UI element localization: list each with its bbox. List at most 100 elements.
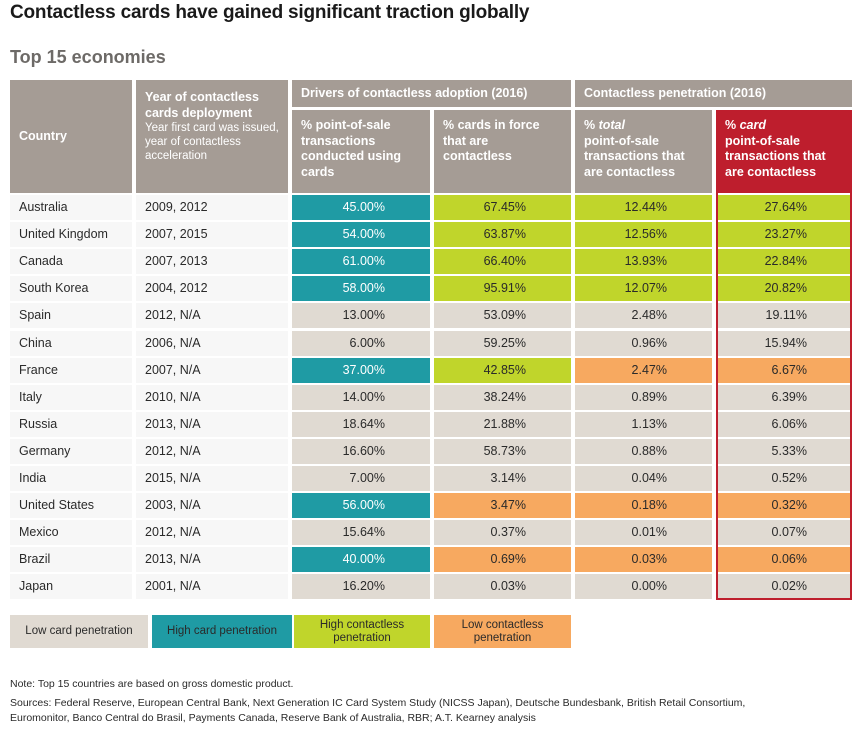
- cell-card-contactless: 15.94%: [716, 330, 852, 356]
- cell-pos-cards: 16.20%: [292, 574, 430, 600]
- legend-item-high-card: High card penetration: [152, 615, 292, 648]
- cell-pos-cards: 58.00%: [292, 276, 430, 302]
- cell-country: Italy: [10, 384, 132, 410]
- cell-year: 2007, 2013: [136, 249, 288, 275]
- legend-item-low: Low card penetration: [10, 615, 148, 648]
- cell-total-contactless: 13.93%: [575, 249, 712, 275]
- cell-card-contactless: 0.52%: [716, 466, 852, 491]
- cell-card-contactless: 6.39%: [716, 384, 852, 410]
- cell-pos-cards: 13.00%: [292, 303, 430, 329]
- cell-country: Brazil: [10, 547, 132, 573]
- legend-item-low-contactless: Low contactless penetration: [434, 615, 571, 648]
- cell-pos-cards: 54.00%: [292, 222, 430, 248]
- cell-pos-cards: 37.00%: [292, 357, 430, 383]
- cell-card-contactless: 5.33%: [716, 438, 852, 464]
- cell-card-contactless: 23.27%: [716, 222, 852, 248]
- cell-total-contactless: 0.89%: [575, 384, 712, 410]
- header-country-label: Country: [19, 128, 67, 143]
- cell-year: 2007, N/A: [136, 357, 288, 383]
- cell-cards-contactless: 58.73%: [434, 438, 571, 464]
- cell-total-contactless: 1.13%: [575, 411, 712, 437]
- cell-pos-cards: 15.64%: [292, 520, 430, 546]
- cell-total-contactless: 0.18%: [575, 493, 712, 519]
- cell-pos-cards: 16.60%: [292, 438, 430, 464]
- header-total-prefix: %: [584, 118, 599, 132]
- cell-card-contactless: 20.82%: [716, 276, 852, 302]
- sources-line-1: Sources: Federal Reserve, European Centr…: [10, 697, 746, 709]
- header-year-title: Year of contactless cards deployment: [145, 90, 259, 120]
- cell-year: 2012, N/A: [136, 520, 288, 546]
- cell-cards-contactless: 38.24%: [434, 384, 571, 410]
- cell-card-contactless: 19.11%: [716, 303, 852, 329]
- cell-pos-cards: 61.00%: [292, 249, 430, 275]
- cell-total-contactless: 12.07%: [575, 276, 712, 302]
- cell-cards-contactless: 21.88%: [434, 411, 571, 437]
- cell-country: France: [10, 357, 132, 383]
- cell-card-contactless: 0.32%: [716, 493, 852, 519]
- cell-card-contactless: 6.67%: [716, 357, 852, 383]
- cell-pos-cards: 6.00%: [292, 330, 430, 356]
- cell-country: Spain: [10, 303, 132, 329]
- cell-country: South Korea: [10, 276, 132, 302]
- cell-card-contactless: 27.64%: [716, 195, 852, 220]
- cell-cards-contactless: 42.85%: [434, 357, 571, 383]
- cell-cards-contactless: 0.37%: [434, 520, 571, 546]
- cell-total-contactless: 0.01%: [575, 520, 712, 546]
- group-header-penetration: Contactless penetration (2016): [575, 80, 852, 107]
- header-card-rest: point-of-sale transactions that are cont…: [725, 133, 826, 179]
- cell-card-contactless: 0.06%: [716, 547, 852, 573]
- group-header-drivers: Drivers of contactless adoption (2016): [292, 80, 571, 107]
- cell-total-contactless: 2.47%: [575, 357, 712, 383]
- cell-total-contactless: 2.48%: [575, 303, 712, 329]
- cell-total-contactless: 0.00%: [575, 574, 712, 600]
- cell-country: China: [10, 330, 132, 356]
- cell-pos-cards: 40.00%: [292, 547, 430, 573]
- cell-card-contactless: 22.84%: [716, 249, 852, 275]
- cell-cards-contactless: 95.91%: [434, 276, 571, 302]
- cell-year: 2015, N/A: [136, 466, 288, 491]
- cell-cards-contactless: 53.09%: [434, 303, 571, 329]
- cell-year: 2007, 2015: [136, 222, 288, 248]
- cell-pos-cards: 14.00%: [292, 384, 430, 410]
- cell-card-contactless: 0.07%: [716, 520, 852, 546]
- cell-cards-contactless: 3.14%: [434, 466, 571, 491]
- cell-country: India: [10, 466, 132, 491]
- cell-year: 2013, N/A: [136, 547, 288, 573]
- cell-year: 2004, 2012: [136, 276, 288, 302]
- note: Note: Top 15 countries are based on gros…: [10, 678, 294, 690]
- cell-total-contactless: 12.44%: [575, 195, 712, 220]
- cell-total-contactless: 12.56%: [575, 222, 712, 248]
- cell-cards-contactless: 3.47%: [434, 493, 571, 519]
- cell-year: 2001, N/A: [136, 574, 288, 600]
- cell-cards-contactless: 66.40%: [434, 249, 571, 275]
- cell-card-contactless: 0.02%: [716, 574, 852, 600]
- cell-country: Australia: [10, 195, 132, 220]
- page-subtitle: Top 15 economies: [10, 47, 166, 67]
- cell-year: 2009, 2012: [136, 195, 288, 220]
- cell-year: 2003, N/A: [136, 493, 288, 519]
- header-country: Country: [10, 80, 132, 193]
- cell-card-contactless: 6.06%: [716, 411, 852, 437]
- cell-year: 2013, N/A: [136, 411, 288, 437]
- header-pos-cards: % point-of-sale transactions conducted u…: [292, 110, 430, 193]
- cell-country: United Kingdom: [10, 222, 132, 248]
- cell-pos-cards: 45.00%: [292, 195, 430, 220]
- cell-year: 2006, N/A: [136, 330, 288, 356]
- cell-year: 2012, N/A: [136, 303, 288, 329]
- header-total-contactless: % total point-of-sale transactions that a…: [575, 110, 712, 193]
- cell-country: Japan: [10, 574, 132, 600]
- cell-total-contactless: 0.96%: [575, 330, 712, 356]
- cell-pos-cards: 18.64%: [292, 411, 430, 437]
- header-pos-cards-label: % point-of-sale transactions conducted u…: [301, 118, 401, 179]
- header-card-prefix: %: [725, 118, 740, 132]
- cell-country: United States: [10, 493, 132, 519]
- header-card-contactless: % card point-of-sale transactions that ar…: [716, 110, 852, 193]
- header-cards-contactless: % cards in force that are contactless: [434, 110, 571, 193]
- cell-cards-contactless: 63.87%: [434, 222, 571, 248]
- header-cards-contactless-label: % cards in force that are contactless: [443, 118, 540, 163]
- header-year-subtitle: Year first card was issued, year of cont…: [145, 122, 279, 162]
- cell-year: 2010, N/A: [136, 384, 288, 410]
- cell-total-contactless: 0.03%: [575, 547, 712, 573]
- page-title: Contactless cards have gained significan…: [10, 2, 530, 23]
- group-header-penetration-label: Contactless penetration (2016): [584, 86, 766, 100]
